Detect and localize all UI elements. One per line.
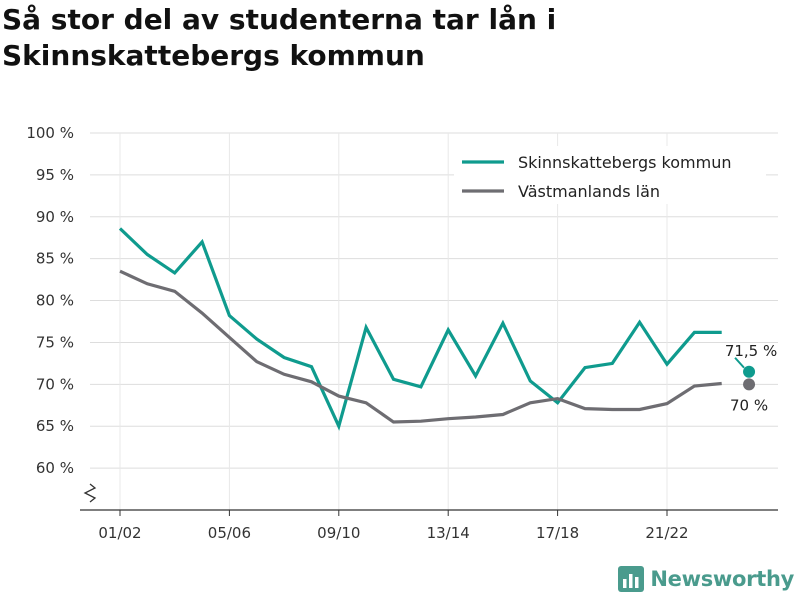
chart-title: Så stor del av studenterna tar lån i Ski… xyxy=(2,3,557,72)
series-line-0 xyxy=(118,227,722,431)
end-label-leader xyxy=(734,357,745,369)
y-tick-label: 95 % xyxy=(36,166,74,184)
y-tick-label: 80 % xyxy=(36,292,74,310)
axes: 60 % 65 % 70 % 75 % 80 % 85 % 90 % 95 % 100 % 01/… xyxy=(26,124,778,542)
axis-break-icon xyxy=(83,483,97,503)
x-tick-label: 09/10 xyxy=(317,524,360,542)
x-tick-label: 01/02 xyxy=(98,524,141,542)
y-tick-label: 90 % xyxy=(36,208,74,226)
x-tick-label: 21/22 xyxy=(645,524,688,542)
y-tick-label: 75 % xyxy=(36,333,74,351)
series-end-point-0 xyxy=(743,365,756,378)
y-tick-label: 100 % xyxy=(26,124,74,142)
legend-label: Västmanlands län xyxy=(518,182,660,201)
bar-chart-logo-icon xyxy=(618,566,645,592)
legend-label: Skinnskattebergs kommun xyxy=(518,153,731,172)
x-tick-label: 13/14 xyxy=(427,524,470,542)
legend: Skinnskattebergs kommun Västmanlands län xyxy=(454,146,766,204)
series-end-point-1 xyxy=(743,378,756,391)
y-tick-label: 70 % xyxy=(36,375,74,393)
end-label: 70 % xyxy=(730,396,768,414)
x-tick-label: 17/18 xyxy=(536,524,579,542)
x-tick-label: 05/06 xyxy=(208,524,251,542)
y-tick-label: 85 % xyxy=(36,250,74,268)
series-line-1 xyxy=(119,269,722,424)
y-tick-label: 65 % xyxy=(36,417,74,435)
y-tick-label: 60 % xyxy=(36,459,74,477)
brand-logo: Newsworthy xyxy=(618,564,794,594)
end-label: 71,5 % xyxy=(725,342,777,360)
legend-background xyxy=(454,146,766,204)
brand-name: Newsworthy xyxy=(650,567,794,591)
series-lines xyxy=(118,227,756,431)
data-labels: 71,5 % 70 % xyxy=(725,342,777,415)
